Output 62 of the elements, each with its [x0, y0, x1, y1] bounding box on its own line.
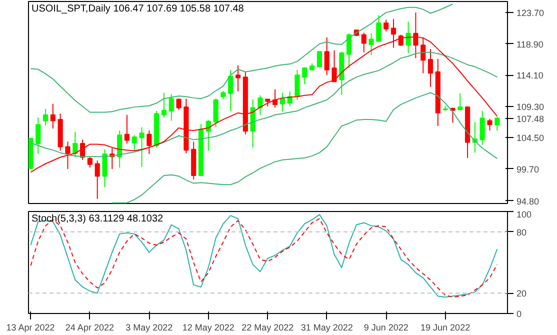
x-tick-label: 9 Jun 2022 [364, 322, 408, 332]
y-tick-label: 104.50 [516, 133, 544, 144]
y-tick-label: 114.10 [516, 70, 544, 81]
candlestick [458, 92, 463, 110]
y-tick-label: 80 [516, 227, 527, 238]
candlestick [316, 50, 322, 68]
candlestick [294, 69, 300, 100]
candlestick [94, 160, 100, 200]
candlestick [368, 32, 374, 56]
y-tick-label: 123.70 [516, 8, 544, 18]
candlestick [480, 110, 485, 146]
candlestick [450, 107, 456, 124]
candlestick [132, 134, 137, 152]
candlestick [161, 92, 167, 118]
candlestick [494, 116, 500, 132]
candlestick [139, 126, 144, 168]
candlestick [213, 98, 218, 128]
candlestick [168, 94, 174, 122]
y-tick-label: 107.48 [516, 114, 544, 124]
chart-title: Stoch(5,3,3) 63.1129 48.1032 [32, 214, 164, 224]
candlestick [384, 19, 389, 32]
candlestick [146, 130, 152, 154]
candlestick [376, 14, 382, 42]
y-tick-label: 118.90 [516, 39, 544, 50]
candlestick [250, 98, 256, 148]
candlestick [72, 131, 78, 158]
candlestick [235, 64, 241, 92]
candlestick [87, 156, 92, 168]
y-tick-label: 20 [516, 288, 527, 299]
candlestick [324, 36, 330, 76]
x-tick-label: 31 May 2022 [300, 322, 353, 332]
x-tick-label: 24 Apr 2022 [65, 322, 114, 332]
y-tick-label: 94.80 [516, 196, 540, 206]
y-tick-label: 100 [516, 210, 532, 220]
candlestick [36, 116, 41, 154]
candlestick [176, 98, 182, 110]
candlestick [258, 94, 263, 116]
candlestick [117, 130, 122, 168]
candlestick [42, 108, 48, 126]
line-series [112, 92, 498, 204]
y-tick-label: 109.30 [516, 102, 544, 112]
x-tick-label: 19 Jun 2022 [420, 322, 470, 332]
y-tick-label: 0 [516, 309, 522, 319]
candlestick [332, 50, 337, 82]
x-tick-label: 22 May 2022 [242, 322, 294, 332]
line-series [30, 4, 454, 113]
candlestick [428, 48, 434, 88]
candlestick [361, 32, 366, 53]
candlestick [302, 66, 308, 85]
candlestick [346, 32, 352, 68]
x-tick-label: 13 Apr 2022 [6, 322, 55, 332]
chart-title: USOIL_SPT,Daily 106.47 107.69 105.58 107.48 [32, 4, 244, 14]
candlestick [228, 69, 234, 112]
x-tick-label: 3 May 2022 [126, 322, 173, 332]
candlestick [280, 92, 285, 112]
candlestick [487, 118, 492, 132]
candlestick [102, 148, 108, 188]
candlestick [50, 103, 56, 130]
y-tick-label: 99.70 [516, 164, 540, 174]
candlestick [65, 141, 70, 170]
candlestick [124, 114, 130, 144]
x-tick-label: 12 May 2022 [182, 322, 234, 332]
